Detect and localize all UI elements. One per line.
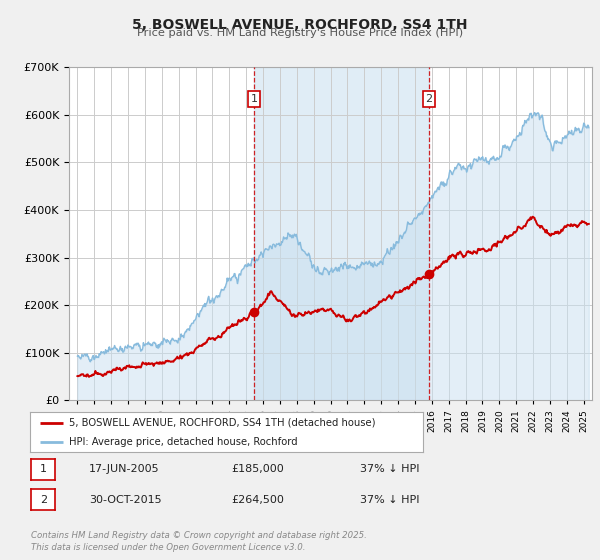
Text: 30-OCT-2015: 30-OCT-2015 (89, 494, 161, 505)
Text: 2: 2 (40, 494, 47, 505)
Text: 5, BOSWELL AVENUE, ROCHFORD, SS4 1TH (detached house): 5, BOSWELL AVENUE, ROCHFORD, SS4 1TH (de… (70, 418, 376, 428)
Text: 17-JUN-2005: 17-JUN-2005 (89, 464, 160, 474)
Text: This data is licensed under the Open Government Licence v3.0.: This data is licensed under the Open Gov… (31, 543, 306, 552)
Text: £185,000: £185,000 (231, 464, 284, 474)
Text: HPI: Average price, detached house, Rochford: HPI: Average price, detached house, Roch… (70, 437, 298, 447)
Text: Price paid vs. HM Land Registry's House Price Index (HPI): Price paid vs. HM Land Registry's House … (137, 28, 463, 38)
Text: £264,500: £264,500 (231, 494, 284, 505)
Text: 2: 2 (425, 94, 433, 104)
Text: 37% ↓ HPI: 37% ↓ HPI (360, 494, 419, 505)
Bar (254, 67, 429, 400)
Text: 1: 1 (40, 464, 47, 474)
Text: 1: 1 (250, 94, 257, 104)
Text: 37% ↓ HPI: 37% ↓ HPI (360, 464, 419, 474)
Text: 5, BOSWELL AVENUE, ROCHFORD, SS4 1TH: 5, BOSWELL AVENUE, ROCHFORD, SS4 1TH (132, 18, 468, 32)
Text: Contains HM Land Registry data © Crown copyright and database right 2025.: Contains HM Land Registry data © Crown c… (31, 531, 367, 540)
